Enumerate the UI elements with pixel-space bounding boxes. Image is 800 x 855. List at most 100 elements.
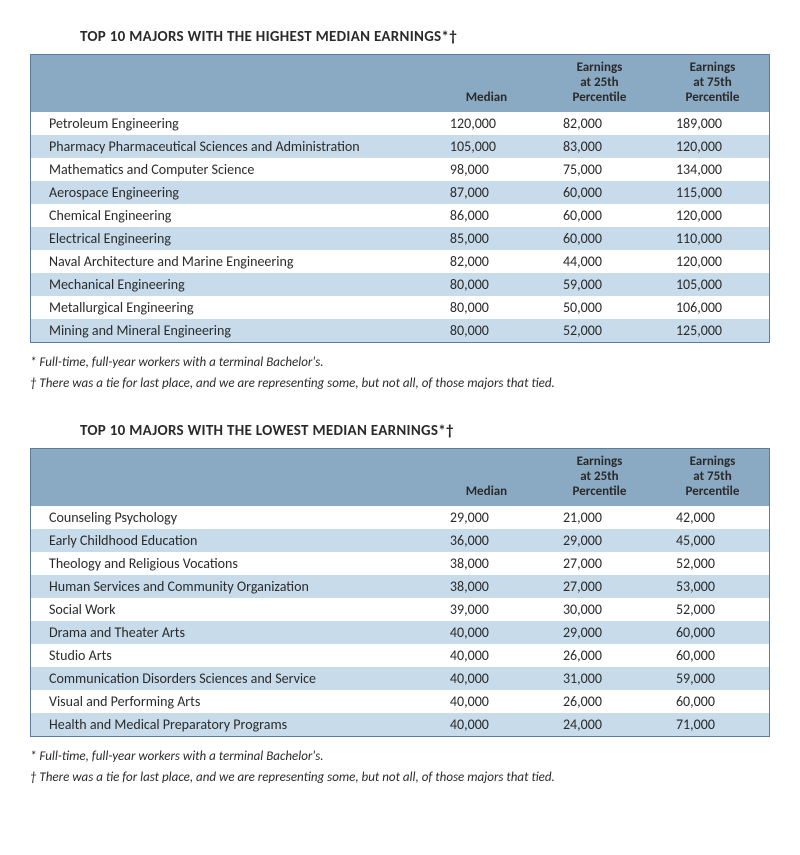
value-cell: 98,000 bbox=[430, 158, 543, 181]
value-cell: 120,000 bbox=[656, 204, 769, 227]
value-cell: 29,000 bbox=[543, 529, 656, 552]
table-row: Early Childhood Education36,00029,00045,… bbox=[31, 529, 769, 552]
value-cell: 82,000 bbox=[543, 112, 656, 135]
major-cell: Visual and Performing Arts bbox=[31, 690, 430, 713]
value-cell: 50,000 bbox=[543, 296, 656, 319]
value-cell: 120,000 bbox=[656, 250, 769, 273]
table-row: Human Services and Community Organizatio… bbox=[31, 575, 769, 598]
value-cell: 42,000 bbox=[656, 506, 769, 529]
table-row: Naval Architecture and Marine Engineerin… bbox=[31, 250, 769, 273]
value-cell: 52,000 bbox=[543, 319, 656, 342]
value-cell: 40,000 bbox=[430, 690, 543, 713]
major-cell: Early Childhood Education bbox=[31, 529, 430, 552]
major-cell: Counseling Psychology bbox=[31, 506, 430, 529]
value-cell: 40,000 bbox=[430, 667, 543, 690]
value-cell: 110,000 bbox=[656, 227, 769, 250]
major-cell: Communication Disorders Sciences and Ser… bbox=[31, 667, 430, 690]
footnote-line: † There was a tie for last place, and we… bbox=[30, 768, 770, 788]
value-cell: 71,000 bbox=[656, 713, 769, 736]
value-cell: 27,000 bbox=[543, 552, 656, 575]
table-row: Chemical Engineering86,00060,000120,000 bbox=[31, 204, 769, 227]
table-row: Mining and Mineral Engineering80,00052,0… bbox=[31, 319, 769, 342]
table-row: Communication Disorders Sciences and Ser… bbox=[31, 667, 769, 690]
value-cell: 45,000 bbox=[656, 529, 769, 552]
major-cell: Pharmacy Pharmaceutical Sciences and Adm… bbox=[31, 135, 430, 158]
table-row: Electrical Engineering85,00060,000110,00… bbox=[31, 227, 769, 250]
value-cell: 86,000 bbox=[430, 204, 543, 227]
column-header: Earningsat 75thPercentile bbox=[656, 55, 769, 112]
value-cell: 44,000 bbox=[543, 250, 656, 273]
value-cell: 27,000 bbox=[543, 575, 656, 598]
value-cell: 59,000 bbox=[656, 667, 769, 690]
value-cell: 60,000 bbox=[543, 227, 656, 250]
value-cell: 80,000 bbox=[430, 273, 543, 296]
earnings-table: MedianEarningsat 25thPercentileEarningsa… bbox=[31, 449, 769, 736]
value-cell: 105,000 bbox=[430, 135, 543, 158]
value-cell: 29,000 bbox=[543, 621, 656, 644]
table-row: Pharmacy Pharmaceutical Sciences and Adm… bbox=[31, 135, 769, 158]
value-cell: 87,000 bbox=[430, 181, 543, 204]
footnote-line: † There was a tie for last place, and we… bbox=[30, 374, 770, 394]
column-header: Median bbox=[430, 55, 543, 112]
value-cell: 30,000 bbox=[543, 598, 656, 621]
table-row: Social Work39,00030,00052,000 bbox=[31, 598, 769, 621]
value-cell: 80,000 bbox=[430, 296, 543, 319]
table-row: Metallurgical Engineering80,00050,000106… bbox=[31, 296, 769, 319]
major-cell: Human Services and Community Organizatio… bbox=[31, 575, 430, 598]
column-header: Earningsat 75thPercentile bbox=[656, 449, 769, 506]
value-cell: 39,000 bbox=[430, 598, 543, 621]
value-cell: 106,000 bbox=[656, 296, 769, 319]
major-cell: Theology and Religious Vocations bbox=[31, 552, 430, 575]
column-header: Median bbox=[430, 449, 543, 506]
section-title: TOP 10 MAJORS WITH THE HIGHEST MEDIAN EA… bbox=[80, 28, 770, 46]
value-cell: 60,000 bbox=[543, 204, 656, 227]
major-cell: Aerospace Engineering bbox=[31, 181, 430, 204]
section-title: TOP 10 MAJORS WITH THE LOWEST MEDIAN EAR… bbox=[80, 422, 770, 440]
value-cell: 52,000 bbox=[656, 552, 769, 575]
major-cell: Studio Arts bbox=[31, 644, 430, 667]
table-row: Health and Medical Preparatory Programs4… bbox=[31, 713, 769, 736]
value-cell: 82,000 bbox=[430, 250, 543, 273]
major-cell: Metallurgical Engineering bbox=[31, 296, 430, 319]
value-cell: 36,000 bbox=[430, 529, 543, 552]
footnote-line: * Full-time, full-year workers with a te… bbox=[30, 747, 770, 767]
value-cell: 40,000 bbox=[430, 621, 543, 644]
major-cell: Health and Medical Preparatory Programs bbox=[31, 713, 430, 736]
value-cell: 24,000 bbox=[543, 713, 656, 736]
value-cell: 38,000 bbox=[430, 575, 543, 598]
value-cell: 60,000 bbox=[656, 621, 769, 644]
value-cell: 85,000 bbox=[430, 227, 543, 250]
table-row: Studio Arts40,00026,00060,000 bbox=[31, 644, 769, 667]
footnotes: * Full-time, full-year workers with a te… bbox=[30, 353, 770, 394]
value-cell: 115,000 bbox=[656, 181, 769, 204]
table-wrapper: MedianEarningsat 25thPercentileEarningsa… bbox=[30, 448, 770, 737]
column-header: Earningsat 25thPercentile bbox=[543, 449, 656, 506]
value-cell: 120,000 bbox=[656, 135, 769, 158]
table-row: Visual and Performing Arts40,00026,00060… bbox=[31, 690, 769, 713]
footnotes: * Full-time, full-year workers with a te… bbox=[30, 747, 770, 788]
table-row: Drama and Theater Arts40,00029,00060,000 bbox=[31, 621, 769, 644]
major-cell: Naval Architecture and Marine Engineerin… bbox=[31, 250, 430, 273]
value-cell: 40,000 bbox=[430, 713, 543, 736]
value-cell: 53,000 bbox=[656, 575, 769, 598]
value-cell: 80,000 bbox=[430, 319, 543, 342]
value-cell: 38,000 bbox=[430, 552, 543, 575]
major-cell: Mining and Mineral Engineering bbox=[31, 319, 430, 342]
value-cell: 59,000 bbox=[543, 273, 656, 296]
value-cell: 83,000 bbox=[543, 135, 656, 158]
table-row: Aerospace Engineering87,00060,000115,000 bbox=[31, 181, 769, 204]
value-cell: 125,000 bbox=[656, 319, 769, 342]
value-cell: 75,000 bbox=[543, 158, 656, 181]
value-cell: 189,000 bbox=[656, 112, 769, 135]
value-cell: 52,000 bbox=[656, 598, 769, 621]
table-row: Mathematics and Computer Science98,00075… bbox=[31, 158, 769, 181]
value-cell: 105,000 bbox=[656, 273, 769, 296]
value-cell: 60,000 bbox=[656, 690, 769, 713]
earnings-table: MedianEarningsat 25thPercentileEarningsa… bbox=[31, 55, 769, 342]
major-cell: Mathematics and Computer Science bbox=[31, 158, 430, 181]
table-wrapper: MedianEarningsat 25thPercentileEarningsa… bbox=[30, 54, 770, 343]
value-cell: 29,000 bbox=[430, 506, 543, 529]
major-cell: Electrical Engineering bbox=[31, 227, 430, 250]
value-cell: 120,000 bbox=[430, 112, 543, 135]
value-cell: 60,000 bbox=[656, 644, 769, 667]
